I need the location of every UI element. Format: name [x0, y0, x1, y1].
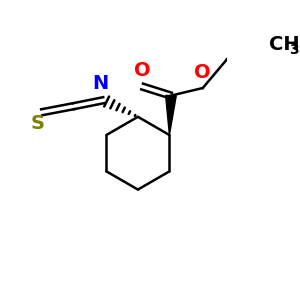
- Polygon shape: [166, 95, 176, 135]
- Text: N: N: [93, 74, 109, 93]
- Text: 3: 3: [289, 43, 299, 57]
- Text: O: O: [194, 63, 211, 82]
- Text: S: S: [30, 114, 44, 133]
- Text: CH: CH: [269, 34, 300, 54]
- Text: O: O: [134, 61, 151, 80]
